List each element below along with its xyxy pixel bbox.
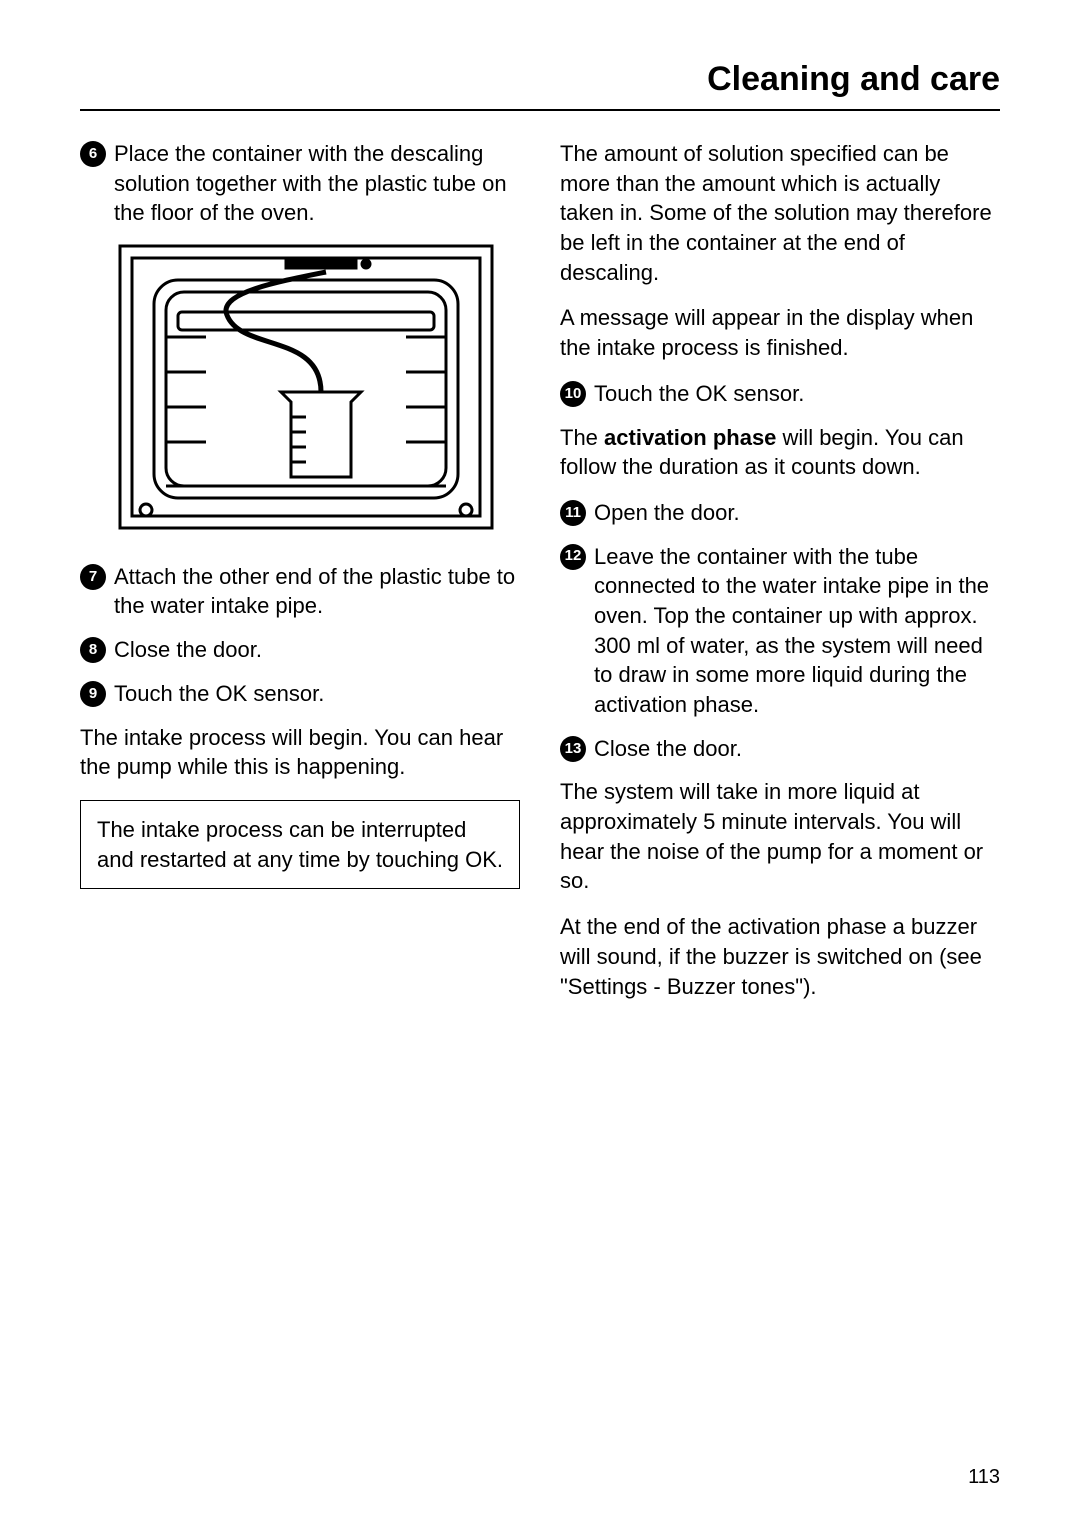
page-number: 113 [968,1466,1000,1489]
paragraph-system: The system will take in more liquid at a… [560,777,1000,896]
left-column: 6 Place the container with the descaling… [80,139,520,1017]
page-header: Cleaning and care [80,60,1000,111]
step-9: 9 Touch the OK sensor. [80,679,520,709]
paragraph-message: A message will appear in the display whe… [560,303,1000,362]
text-bold: activation phase [604,425,776,450]
step-10: 10 Touch the OK sensor. [560,379,1000,409]
step-number-icon: 6 [80,141,106,167]
content-columns: 6 Place the container with the descaling… [80,139,1000,1017]
step-number-icon: 11 [560,500,586,526]
note-text: The intake process can be interrupted an… [97,815,503,874]
step-text: Open the door. [594,498,1000,528]
text-pre: The [560,425,604,450]
step-13: 13 Close the door. [560,734,1000,764]
paragraph-buzzer: At the end of the activation phase a buz… [560,912,1000,1001]
step-text: Place the container with the descaling s… [114,139,520,228]
oven-svg [116,242,496,532]
step-number-icon: 13 [560,736,586,762]
step-text: Attach the other end of the plastic tube… [114,562,520,621]
step-7: 7 Attach the other end of the plastic tu… [80,562,520,621]
note-box: The intake process can be interrupted an… [80,800,520,889]
step-number-icon: 7 [80,564,106,590]
oven-diagram [116,242,520,540]
paragraph-amount: The amount of solution specified can be … [560,139,1000,287]
step-number-icon: 8 [80,637,106,663]
step-number-icon: 9 [80,681,106,707]
step-text: Close the door. [114,635,520,665]
step-8: 8 Close the door. [80,635,520,665]
page: Cleaning and care 6 Place the container … [0,0,1080,1529]
paragraph-intake: The intake process will begin. You can h… [80,723,520,782]
page-title: Cleaning and care [80,60,1000,99]
step-text: Touch the OK sensor. [114,679,520,709]
step-text: Leave the container with the tube connec… [594,542,1000,720]
step-number-icon: 10 [560,381,586,407]
step-11: 11 Open the door. [560,498,1000,528]
right-column: The amount of solution specified can be … [560,139,1000,1017]
paragraph-activation: The activation phase will begin. You can… [560,423,1000,482]
step-number-icon: 12 [560,544,586,570]
step-text: Touch the OK sensor. [594,379,1000,409]
step-text: Close the door. [594,734,1000,764]
step-6: 6 Place the container with the descaling… [80,139,520,228]
step-12: 12 Leave the container with the tube con… [560,542,1000,720]
